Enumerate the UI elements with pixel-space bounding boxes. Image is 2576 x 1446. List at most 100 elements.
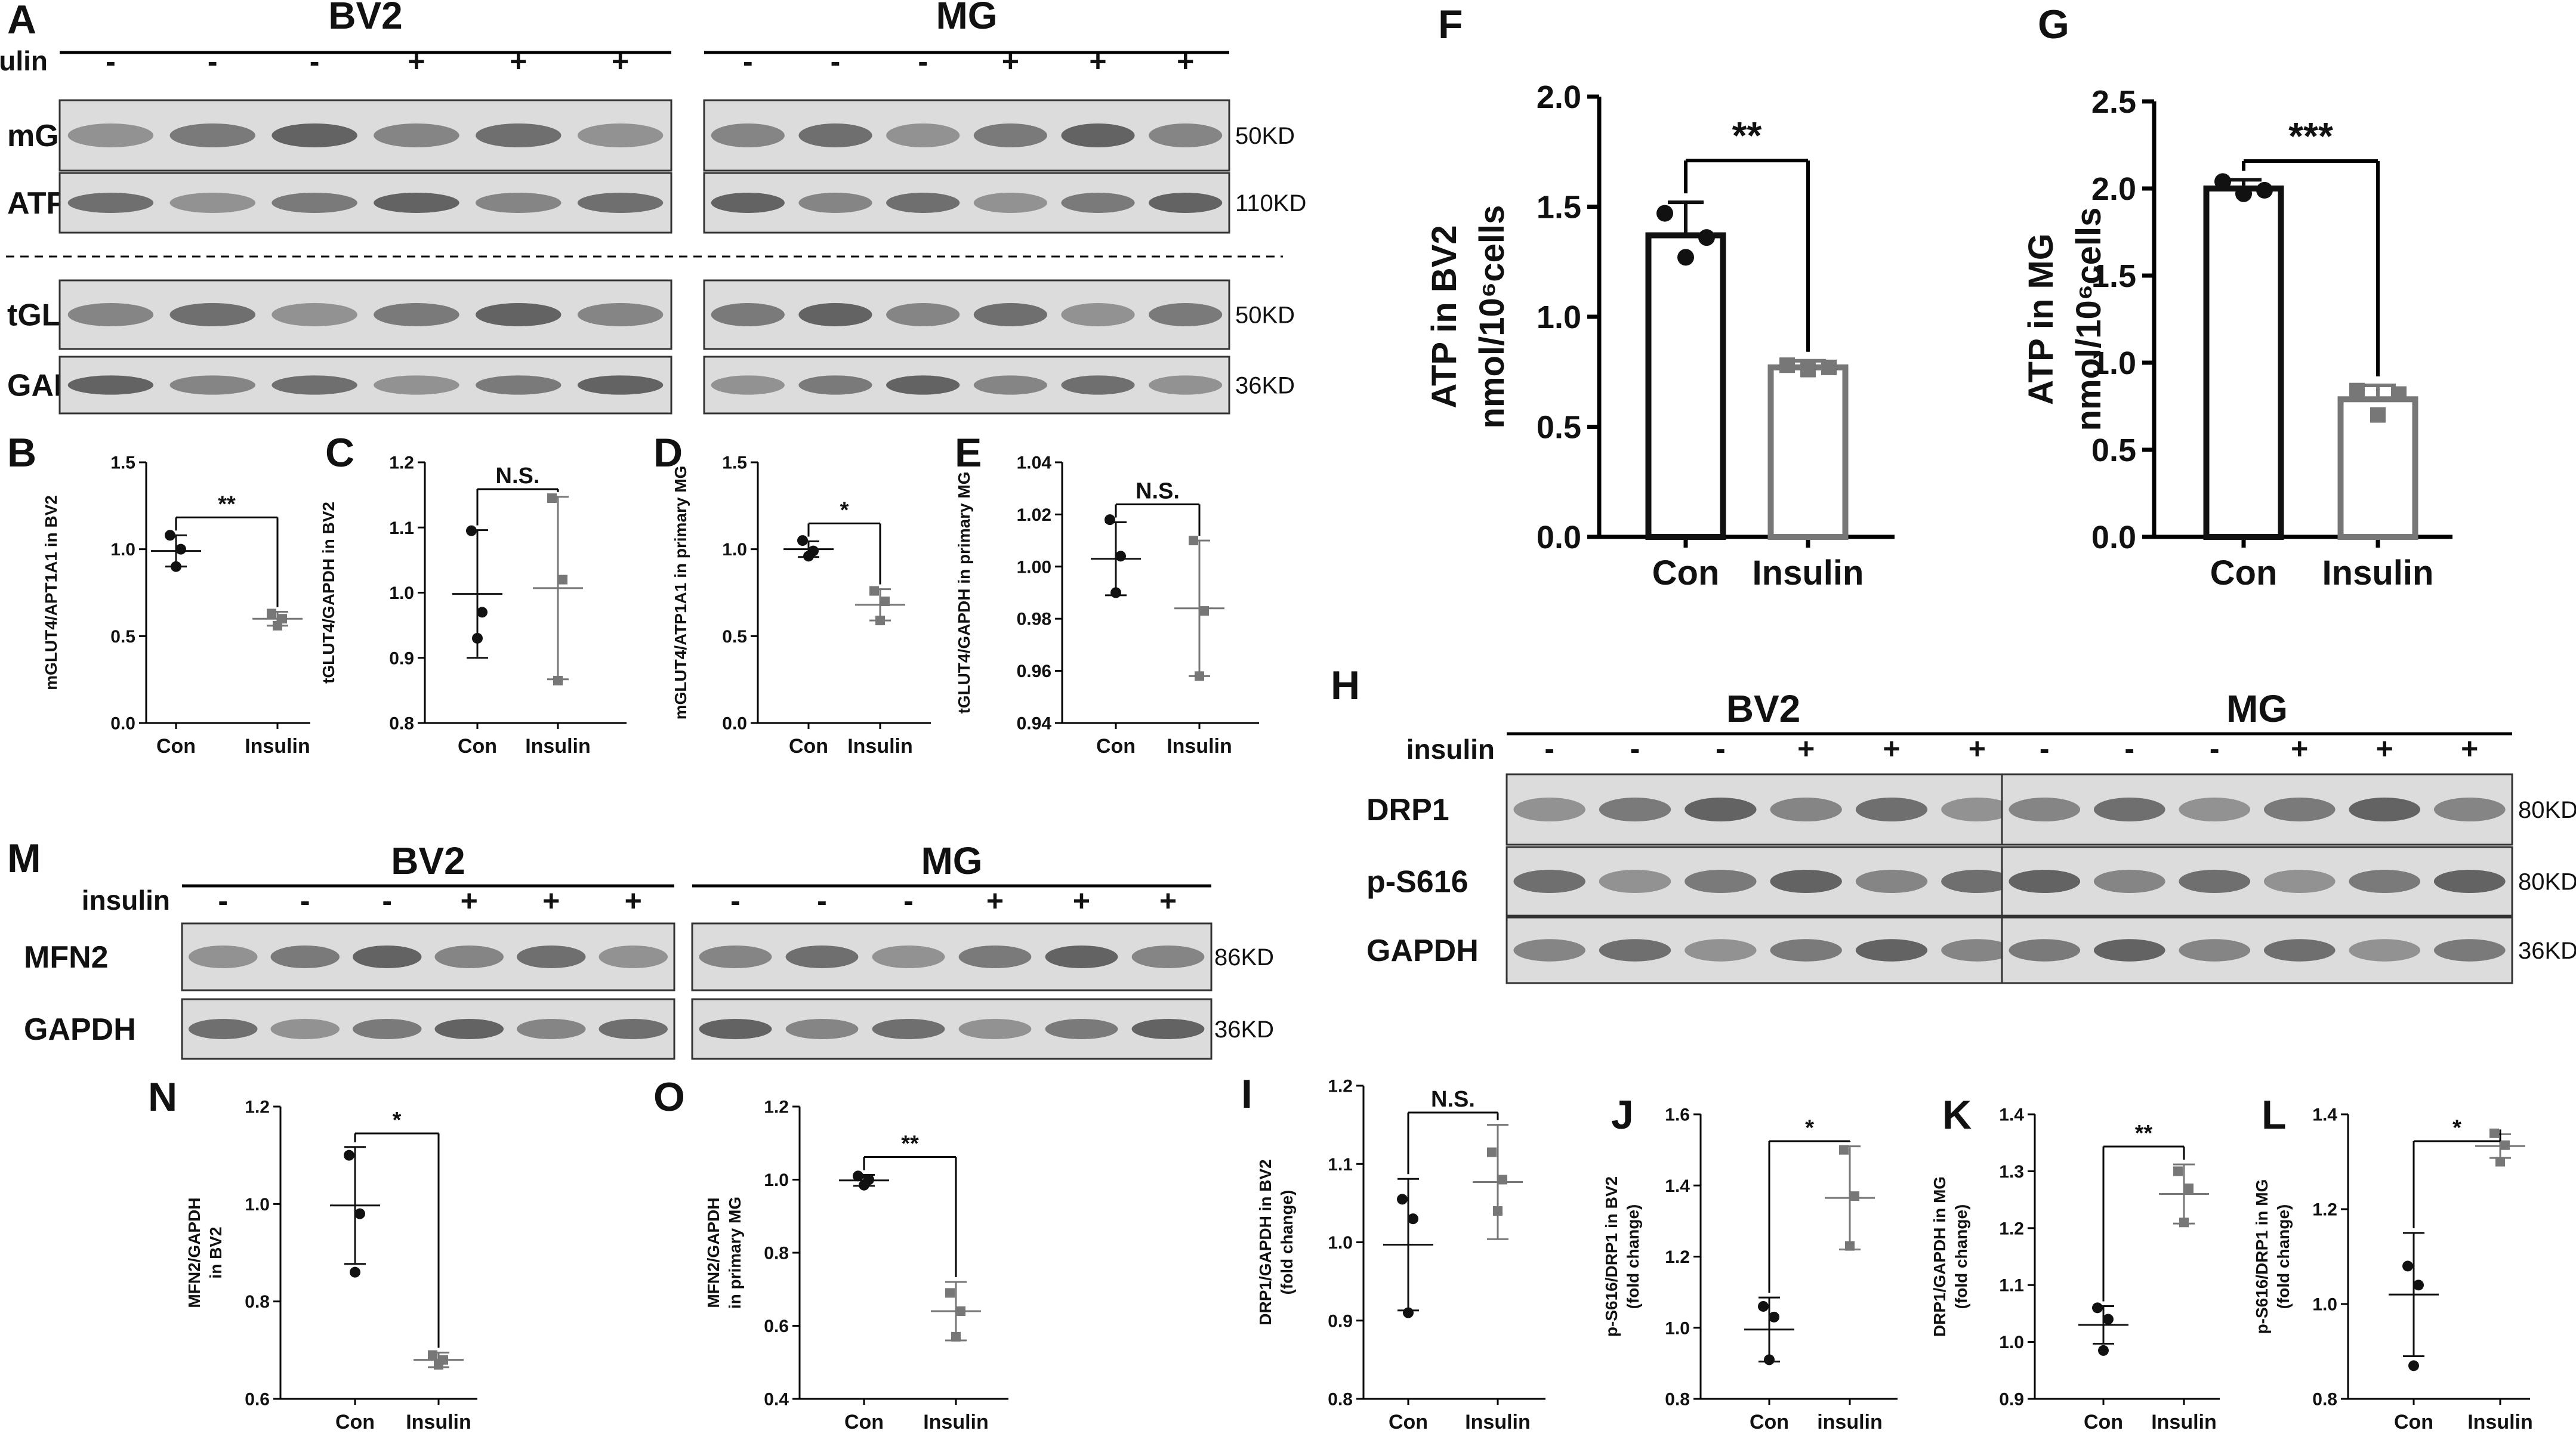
- y-axis-label-line2: nmol/10⁶cells: [2069, 208, 2108, 431]
- molecular-weight-label: 50KD: [1235, 123, 1295, 149]
- protein-band: [1941, 797, 2013, 822]
- blot-membrane: [181, 922, 675, 991]
- x-tick-label: Con: [2084, 1411, 2123, 1433]
- treatment-sign: -: [2210, 732, 2220, 765]
- x-tick-label: Insulin: [1465, 1411, 1531, 1433]
- protein-band: [169, 375, 255, 395]
- protein-band: [517, 945, 586, 969]
- protein-band: [67, 193, 154, 213]
- protein-band: [1855, 939, 1928, 962]
- y-tick-label: 1.0: [722, 540, 747, 560]
- y-axis-label: p-S616/DRP1 in MG: [2253, 1179, 2271, 1334]
- blot-membrane: [703, 356, 1230, 415]
- data-point: [1105, 514, 1115, 526]
- x-tick-label: Con: [2394, 1411, 2433, 1433]
- data-point: [875, 616, 885, 626]
- y-tick-label: 1.4: [1999, 1105, 2024, 1125]
- y-tick-label: 1.0: [2091, 345, 2136, 381]
- y-tick-label: 2.0: [2091, 171, 2136, 207]
- protein-band: [1599, 939, 1671, 962]
- protein-band: [577, 123, 664, 148]
- panel-label-i: I: [1241, 1071, 1252, 1117]
- x-tick-label: Con: [844, 1411, 884, 1433]
- y-tick-label: 1.2: [1665, 1247, 1690, 1267]
- protein-band: [189, 1019, 258, 1039]
- blot-membrane: [58, 279, 672, 350]
- y-axis-label-line2: (fold change): [1278, 1190, 1296, 1295]
- significance-label: **: [2135, 1121, 2153, 1146]
- y-tick-label: 1.5: [2091, 258, 2136, 294]
- protein-band: [1941, 869, 2013, 894]
- blot-membrane: [2001, 773, 2513, 846]
- treatment-sign: +: [1002, 45, 1019, 78]
- treatment-sign: +: [1177, 45, 1194, 78]
- y-tick-label: 0.98: [1017, 610, 1051, 629]
- treatment-sign: +: [1159, 884, 1177, 917]
- blot-group-header: MG: [936, 0, 997, 37]
- protein-band: [2179, 939, 2251, 962]
- protein-band: [886, 302, 960, 327]
- panel-label-j: J: [1611, 1092, 1634, 1138]
- insulin-row-label: insulin: [82, 885, 170, 916]
- data-point: [2370, 407, 2386, 423]
- data-point: [1845, 1241, 1855, 1251]
- protein-band: [1061, 302, 1135, 327]
- y-tick-label: 0.8: [1328, 1390, 1353, 1410]
- x-tick-label: Insulin: [1753, 554, 1864, 592]
- y-tick-label: 1.4: [1665, 1176, 1690, 1196]
- protein-band: [1513, 869, 1585, 894]
- protein-band: [169, 302, 255, 327]
- protein-band: [476, 302, 562, 327]
- protein-band: [798, 123, 872, 148]
- y-tick-label: 0.4: [764, 1390, 789, 1410]
- treatment-sign: -: [817, 884, 827, 917]
- y-tick-label: 1.1: [1999, 1276, 2024, 1296]
- panel-label-b: B: [7, 430, 37, 475]
- panel-label-k: K: [1942, 1092, 1972, 1138]
- blot-row-label: DRP1: [1366, 793, 1449, 827]
- y-axis-label-line2: (fold change): [1624, 1204, 1642, 1309]
- protein-band: [1061, 375, 1135, 395]
- data-point: [2098, 1345, 2109, 1356]
- protein-band: [2179, 797, 2251, 822]
- x-tick-label: Insulin: [2151, 1411, 2217, 1433]
- protein-band: [699, 945, 772, 969]
- data-point: [2173, 1166, 2183, 1176]
- protein-band: [711, 302, 785, 327]
- y-tick-label: 0.5: [722, 627, 747, 647]
- protein-band: [2093, 939, 2165, 962]
- protein-band: [2433, 939, 2506, 962]
- y-axis-label-line2: in primary MG: [726, 1197, 744, 1309]
- protein-band: [272, 302, 357, 327]
- y-tick-label: 0.0: [1537, 520, 1581, 555]
- data-point: [951, 1331, 961, 1342]
- y-tick-label: 0.9: [1999, 1390, 2024, 1410]
- protein-band: [973, 375, 1047, 395]
- protein-band: [476, 193, 562, 213]
- treatment-sign: +: [542, 884, 560, 917]
- protein-band: [2433, 869, 2506, 894]
- y-tick-label: 0.9: [389, 648, 414, 668]
- data-point: [1821, 359, 1837, 375]
- data-point: [1850, 1191, 1859, 1201]
- protein-band: [699, 1019, 772, 1039]
- blot-group-header: MG: [921, 839, 982, 882]
- chart-i: 0.8 0.9 1.0 1.1 1.2 Con Insulin DRP1/GAPDH in B…: [1256, 1077, 1545, 1433]
- y-tick-label: 0.5: [2091, 432, 2136, 468]
- protein-band: [476, 375, 562, 395]
- data-point: [869, 586, 879, 596]
- y-axis-label: DRP1/GAPDH in BV2: [1256, 1159, 1275, 1326]
- bar: [1645, 232, 1726, 540]
- x-tick-label: Con: [458, 735, 497, 758]
- protein-band: [2093, 869, 2165, 894]
- data-point: [1403, 1307, 1414, 1318]
- y-tick-label: 1.0: [2312, 1295, 2337, 1315]
- y-axis-label: mGLUT4/ATP1A1 in primary MG: [671, 466, 690, 720]
- blot-membrane: [2001, 846, 2513, 917]
- protein-band: [1513, 939, 1585, 962]
- data-point: [350, 1266, 360, 1278]
- y-tick-label: 0.9: [1328, 1311, 1353, 1331]
- protein-band: [2349, 869, 2421, 894]
- y-axis-label: tGLUT4/GAPDH in primary MG: [955, 471, 973, 713]
- protein-band: [785, 945, 859, 969]
